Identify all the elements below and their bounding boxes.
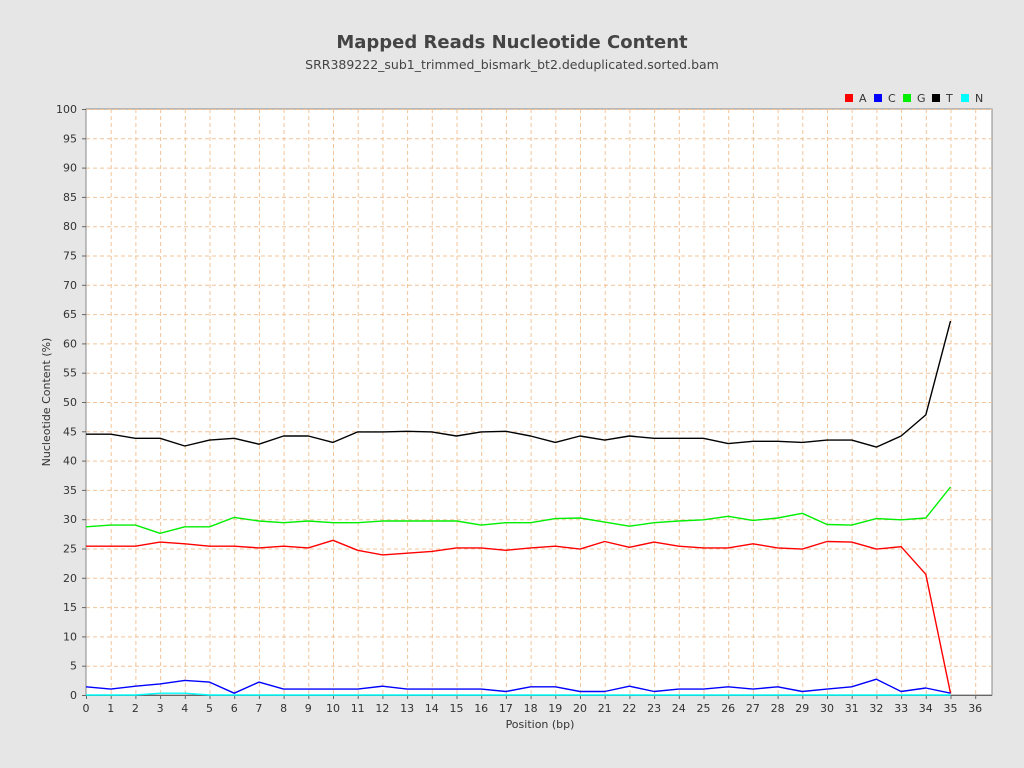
- x-tick-label: 14: [425, 702, 439, 715]
- y-tick-label: 25: [63, 543, 77, 556]
- y-tick-label: 80: [63, 220, 77, 233]
- x-tick-label: 10: [326, 702, 340, 715]
- series-lines: [85, 320, 952, 696]
- legend-label-G: G: [917, 92, 926, 105]
- x-tick-label: 18: [524, 702, 538, 715]
- y-tick-label: 85: [63, 191, 77, 204]
- legend-label-C: C: [888, 92, 896, 105]
- x-tick-label: 15: [450, 702, 464, 715]
- x-tick-label: 16: [474, 702, 488, 715]
- x-tick-label: 24: [672, 702, 686, 715]
- legend-label-T: T: [945, 92, 953, 105]
- x-tick-label: 5: [206, 702, 213, 715]
- x-tick-label: 33: [894, 702, 908, 715]
- x-tick-label: 12: [375, 702, 389, 715]
- y-tick-label: 55: [63, 367, 77, 380]
- series-line-T: [86, 320, 952, 448]
- x-tick-label: 8: [280, 702, 287, 715]
- x-tick-label: 28: [771, 702, 785, 715]
- y-tick-label: 100: [56, 103, 77, 116]
- series-line-A: [86, 539, 952, 694]
- y-tick-label: 90: [63, 162, 77, 175]
- x-tick-label: 17: [499, 702, 513, 715]
- x-tick-label: 29: [795, 702, 809, 715]
- x-tick-label: 20: [573, 702, 587, 715]
- series-line-N: [86, 692, 951, 696]
- chart-subtitle: SRR389222_sub1_trimmed_bismark_bt2.dedup…: [305, 57, 719, 72]
- x-axis-label: Position (bp): [506, 718, 575, 731]
- legend-swatch-T: [932, 94, 940, 102]
- y-tick-label: 30: [63, 513, 77, 526]
- x-tick-label: 2: [132, 702, 139, 715]
- x-tick-label: 7: [255, 702, 262, 715]
- legend-label-N: N: [975, 92, 983, 105]
- x-tick-label: 19: [548, 702, 562, 715]
- x-tick-label: 21: [598, 702, 612, 715]
- x-tick-label: 32: [869, 702, 883, 715]
- y-tick-label: 40: [63, 455, 77, 468]
- y-tick-label: 15: [63, 601, 77, 614]
- y-tick-label: 5: [70, 660, 77, 673]
- y-tick-label: 65: [63, 308, 77, 321]
- x-tick-label: 30: [820, 702, 834, 715]
- chart-title: Mapped Reads Nucleotide Content: [336, 32, 688, 53]
- y-axis-label: Nucleotide Content (%): [40, 338, 53, 467]
- x-tick-label: 34: [919, 702, 933, 715]
- x-tick-label: 0: [83, 702, 90, 715]
- x-tick-label: 6: [231, 702, 238, 715]
- series-line-G: [85, 486, 952, 534]
- legend-label-A: A: [859, 92, 867, 105]
- y-tick-label: 95: [63, 132, 77, 145]
- y-tick-label: 20: [63, 572, 77, 585]
- series-line-C: [85, 678, 951, 694]
- x-tick-label: 31: [845, 702, 859, 715]
- x-tick-label: 4: [181, 702, 188, 715]
- legend-swatch-C: [874, 94, 882, 102]
- x-tick-label: 3: [157, 702, 164, 715]
- x-tick-label: 36: [968, 702, 982, 715]
- x-tick-label: 27: [746, 702, 760, 715]
- y-tick-label: 75: [63, 250, 77, 263]
- y-tick-label: 60: [63, 337, 77, 350]
- x-tick-label: 1: [107, 702, 114, 715]
- y-tick-label: 35: [63, 484, 77, 497]
- x-tick-label: 26: [721, 702, 735, 715]
- y-tick-label: 0: [70, 689, 77, 702]
- legend-swatch-A: [845, 94, 853, 102]
- x-tick-label: 25: [697, 702, 711, 715]
- x-axis-ticks: 0 1 2 3 4 5 6 7 8 9 10 11 12 13 14 15 16 17 18 19 20 21 22 23 24…: [83, 695, 982, 715]
- x-tick-label: 9: [305, 702, 312, 715]
- x-tick-label: 22: [622, 702, 636, 715]
- x-tick-label: 35: [944, 702, 958, 715]
- x-tick-label: 13: [400, 702, 414, 715]
- y-axis-ticks: 0 5 10 15 20 25 30 35 40 45 50 55 60 65 70 75 80 85 90 95 10…: [56, 103, 86, 702]
- grid-lines: [86, 109, 992, 695]
- y-tick-label: 50: [63, 396, 77, 409]
- legend-swatch-G: [903, 94, 911, 102]
- y-tick-label: 45: [63, 425, 77, 438]
- y-tick-label: 10: [63, 630, 77, 643]
- x-tick-label: 11: [351, 702, 365, 715]
- y-tick-label: 70: [63, 279, 77, 292]
- x-tick-label: 23: [647, 702, 661, 715]
- legend-swatch-N: [961, 94, 969, 102]
